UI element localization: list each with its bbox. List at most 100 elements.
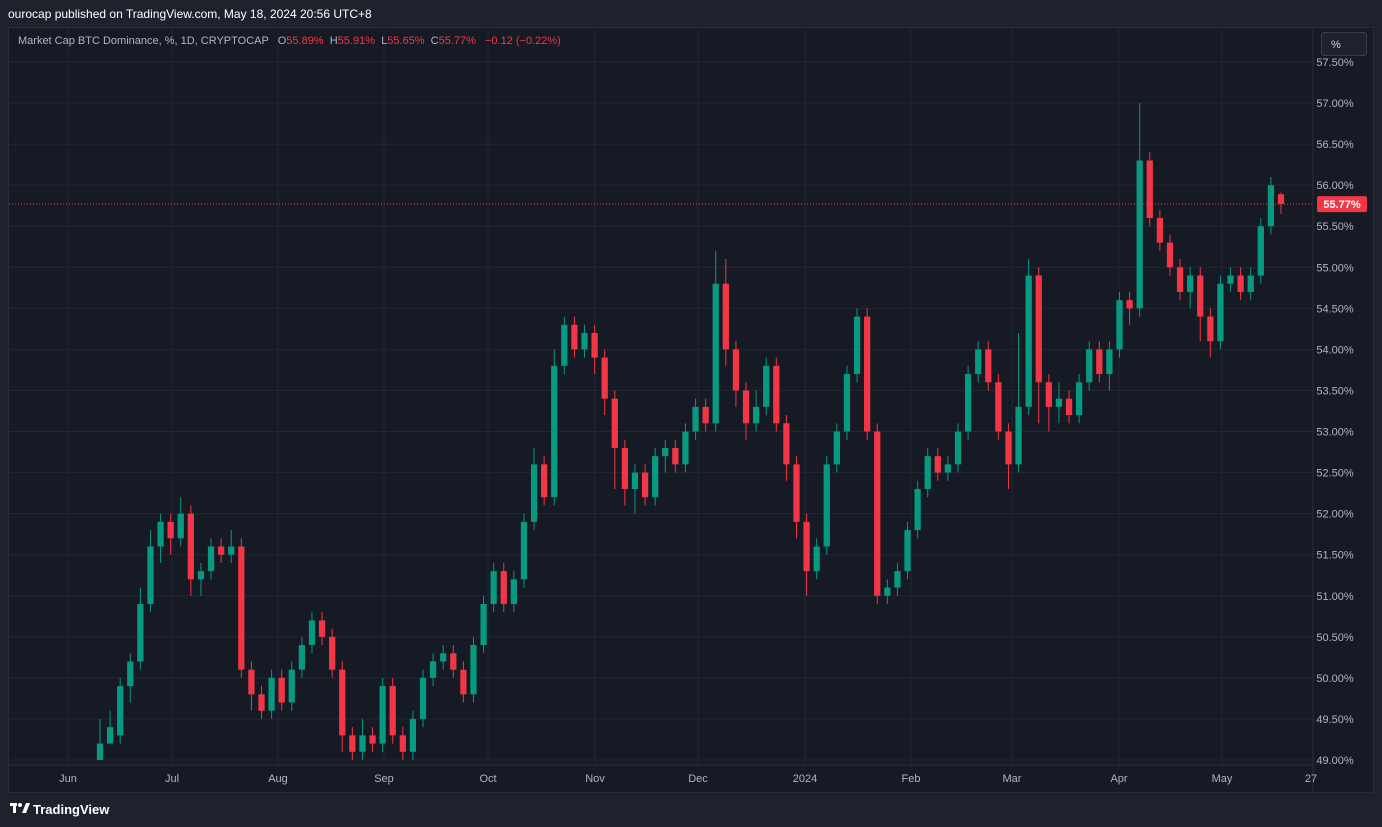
candle (773, 357, 780, 432)
candle (359, 718, 366, 760)
candle (591, 324, 598, 375)
y-tick-label: 57.00% (1316, 98, 1354, 110)
candle-body (853, 316, 861, 375)
candle-body (96, 743, 104, 760)
y-tick-label: 56.50% (1316, 139, 1354, 151)
candle (722, 259, 729, 366)
x-tick-label: Jul (165, 773, 179, 785)
candle-body (1136, 160, 1143, 309)
candle (399, 727, 406, 760)
candle (874, 423, 881, 604)
candle-body (167, 521, 174, 539)
candle-body (1075, 382, 1083, 416)
candle-body (712, 283, 719, 424)
candle (177, 497, 184, 547)
legend-high-value: 55.91% (337, 35, 375, 47)
candle (1015, 332, 1022, 473)
candle-body (541, 464, 548, 498)
candle-body (419, 677, 427, 719)
candle (1035, 267, 1042, 424)
candle-body (177, 513, 184, 539)
candle-body (127, 661, 134, 687)
candle-body (641, 472, 649, 498)
legend-symbol: Market Cap BTC Dominance, %, 1D, CRYPTOC… (18, 35, 269, 47)
candle (964, 365, 972, 440)
candle (864, 308, 871, 440)
candle-body (510, 579, 517, 604)
candle (1075, 374, 1083, 424)
x-tick-label: 2024 (793, 773, 817, 785)
candle (429, 653, 437, 687)
candle-body (752, 406, 760, 424)
candle-body (329, 636, 336, 670)
candle-body (117, 686, 124, 736)
candle (763, 357, 770, 416)
candle (1187, 267, 1194, 309)
footer-brand[interactable]: TradingView (33, 802, 110, 817)
candle-body (369, 735, 376, 744)
candle (197, 562, 205, 596)
candle (419, 669, 427, 728)
candle (500, 562, 507, 613)
candle (1247, 267, 1254, 301)
candle-body (238, 546, 245, 670)
candle-body (217, 546, 225, 555)
candle (409, 710, 417, 760)
unit-toggle-button[interactable]: % (1321, 32, 1367, 56)
candle-body (379, 686, 386, 744)
candle-body (551, 365, 558, 498)
candle (490, 562, 497, 613)
candle-body (1035, 275, 1042, 383)
tradingview-logo-icon[interactable] (10, 801, 30, 815)
candle-body (318, 620, 326, 637)
candle-body (652, 456, 659, 498)
candle (1257, 218, 1264, 284)
candle (379, 677, 386, 752)
candle-body (1005, 431, 1012, 465)
candle-body (520, 521, 528, 580)
candle (581, 324, 588, 358)
candle (349, 727, 356, 760)
candle-body (964, 374, 972, 432)
candle-body (298, 645, 306, 670)
candle (1146, 152, 1153, 227)
candle (853, 308, 861, 383)
candle (803, 513, 810, 596)
candle (631, 464, 639, 514)
candle-body (914, 489, 921, 531)
candle (551, 349, 558, 506)
candle-body (995, 382, 1002, 432)
candle-body (975, 349, 982, 375)
candle-body (399, 735, 406, 752)
candle-body (1247, 275, 1254, 292)
candle-body (611, 398, 618, 448)
candle-body (601, 357, 608, 399)
candle-body (1015, 406, 1022, 465)
candle (520, 513, 528, 588)
price-chart[interactable]: 49.00% 49.50% 50.00% 50.50% 51.00% 51.50% 52.0… (0, 27, 1382, 793)
candle-body (187, 513, 194, 580)
candle (308, 612, 316, 654)
candle (127, 653, 134, 703)
candle-body (833, 431, 840, 465)
candle (742, 382, 750, 440)
x-tick-label: 27 (1305, 773, 1317, 785)
legend-close-value: 55.77% (438, 35, 476, 47)
candle-body (985, 349, 992, 383)
candle (934, 447, 941, 481)
candle-body (1197, 275, 1204, 317)
candle-body (894, 571, 901, 588)
candle-body (1086, 349, 1093, 383)
candle (187, 505, 194, 596)
candle (954, 423, 962, 473)
candle (1025, 259, 1032, 416)
y-tick-label: 57.50% (1316, 57, 1354, 69)
candle (712, 250, 719, 432)
candle (217, 538, 225, 563)
legend-low-value: 55.65% (387, 35, 425, 47)
candle (389, 677, 396, 744)
candle (823, 456, 830, 555)
candle (944, 456, 952, 481)
candle-body (228, 546, 235, 555)
candle-body (207, 546, 215, 572)
